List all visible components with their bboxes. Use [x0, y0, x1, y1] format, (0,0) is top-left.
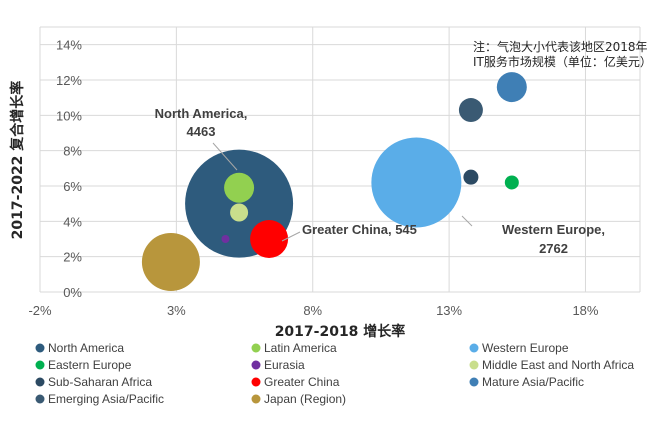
grid [39, 26, 641, 293]
y-tick-label: 8% [63, 144, 82, 159]
legend-marker-japan-region [251, 394, 261, 404]
bubble-latin-america [224, 172, 255, 203]
legend-marker-eurasia [251, 360, 261, 370]
bubble-emerging-asia-pacific [458, 98, 483, 123]
bubble-japan-region [141, 232, 200, 291]
legend-marker-sub-saharan-africa [35, 377, 45, 387]
bubble-greater-china [250, 220, 289, 258]
legend-label-latin-america: Latin America [264, 341, 337, 355]
legend-label-emerging-asia-pacific: Emerging Asia/Pacific [48, 392, 164, 406]
y-tick-label: 6% [63, 179, 82, 194]
legend-label-sub-saharan-africa: Sub-Saharan Africa [48, 375, 152, 389]
legend-marker-latin-america [251, 343, 261, 353]
annotation-north-america-value: 4463 [187, 124, 216, 139]
legend: North America Latin America Western Europe… [35, 341, 634, 406]
note-line-1: 注：气泡大小代表该地区2018年 [473, 39, 648, 54]
legend-label-eurasia: Eurasia [264, 358, 305, 372]
annotation-greater-china-label: Greater China, 545 [302, 222, 417, 237]
x-tick-label: 3% [167, 303, 186, 318]
legend-label-western-europe: Western Europe [482, 341, 569, 355]
plot-area [40, 27, 640, 292]
y-tick-label: 0% [63, 285, 82, 300]
y-tick-label: 14% [56, 38, 82, 53]
y-axis-title: 2017-2022 复合增长率 [9, 81, 26, 240]
legend-marker-greater-china [251, 377, 261, 387]
tick-labels: -2% 3% 8% 13% 18% 0% 2% 4% 6% 8% 10% 12% 14% [28, 38, 598, 318]
annotation-western-europe-value: 2762 [539, 241, 568, 256]
legend-marker-emerging-asia-pacific [35, 394, 45, 404]
y-tick-label: 2% [63, 250, 82, 265]
legend-label-eastern-europe: Eastern Europe [48, 358, 132, 372]
y-tick-label: 12% [56, 73, 82, 88]
legend-marker-eastern-europe [35, 360, 45, 370]
bubble-eastern-europe [504, 175, 519, 190]
legend-label-greater-china: Greater China [264, 375, 340, 389]
x-tick-label: 13% [436, 303, 462, 318]
leader-line-north-america [212, 142, 238, 171]
x-tick-label: 8% [303, 303, 322, 318]
bubble-western-europe [371, 137, 462, 228]
annotation-western-europe-label: Western Europe, [502, 222, 605, 237]
bubble-mature-asia-pacific [496, 72, 527, 103]
x-tick-label: 18% [572, 303, 598, 318]
legend-marker-north-america [35, 343, 45, 353]
y-tick-label: 10% [56, 108, 82, 123]
legend-label-japan-region: Japan (Region) [264, 392, 346, 406]
annotation-north-america-label: North America, [155, 106, 248, 121]
legend-marker-mature-asia-pacific [469, 377, 479, 387]
legend-label-mature-asia-pacific: Mature Asia/Pacific [482, 375, 584, 389]
legend-label-north-america: North America [48, 341, 124, 355]
x-axis-title: 2017-2018 增长率 [275, 323, 406, 340]
x-tick-label: -2% [28, 303, 52, 318]
legend-label-middle-east-and-north-africa: Middle East and North Africa [482, 358, 634, 372]
leader-line-greater-china [281, 231, 301, 242]
leader-line-western-europe [461, 215, 473, 227]
bubbles [141, 72, 527, 291]
legend-marker-western-europe [469, 343, 479, 353]
bubble-eurasia [221, 235, 230, 243]
y-tick-label: 4% [63, 214, 82, 229]
bubble-sub-saharan-africa [463, 169, 479, 185]
bubble-middle-east-and-north-africa [230, 203, 249, 222]
legend-marker-middle-east-and-north-africa [469, 360, 479, 370]
note-line-2: IT服务市场规模（单位：亿美元） [473, 54, 652, 69]
